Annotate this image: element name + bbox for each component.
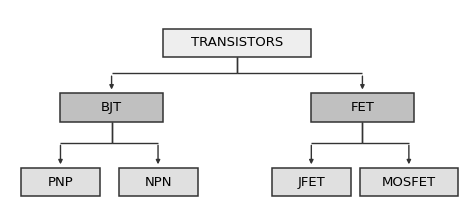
FancyBboxPatch shape bbox=[61, 93, 163, 122]
Text: TRANSISTORS: TRANSISTORS bbox=[191, 36, 283, 49]
FancyBboxPatch shape bbox=[311, 93, 413, 122]
Text: PNP: PNP bbox=[47, 176, 73, 189]
Text: NPN: NPN bbox=[144, 176, 172, 189]
FancyBboxPatch shape bbox=[272, 168, 351, 197]
Text: FET: FET bbox=[350, 101, 374, 114]
FancyBboxPatch shape bbox=[360, 168, 457, 197]
Text: BJT: BJT bbox=[101, 101, 122, 114]
FancyBboxPatch shape bbox=[163, 29, 311, 57]
Text: JFET: JFET bbox=[298, 176, 325, 189]
FancyBboxPatch shape bbox=[118, 168, 198, 197]
FancyBboxPatch shape bbox=[21, 168, 100, 197]
Text: MOSFET: MOSFET bbox=[382, 176, 436, 189]
